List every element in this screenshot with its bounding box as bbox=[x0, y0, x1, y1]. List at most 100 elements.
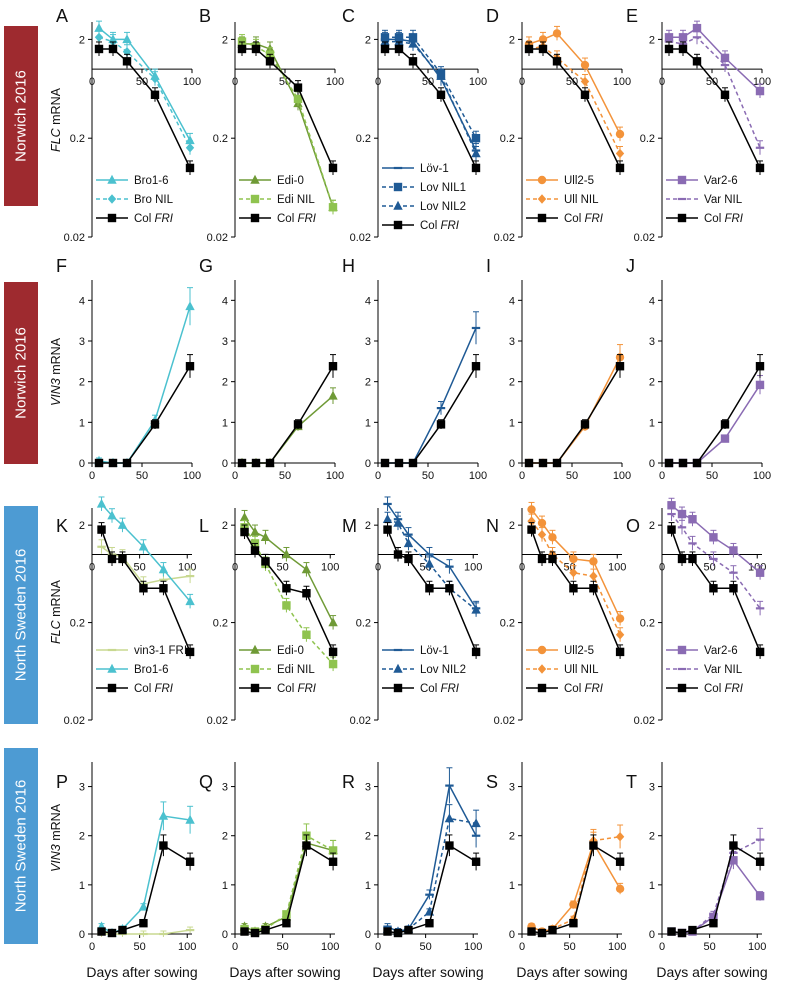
data-point bbox=[436, 70, 446, 80]
data-point bbox=[471, 647, 481, 657]
data-point bbox=[302, 589, 311, 598]
legend: Ull2-5 Ull NIL Col FRI bbox=[526, 645, 604, 695]
y-tick-label: 1 bbox=[222, 880, 228, 892]
series-col-fri bbox=[237, 354, 338, 468]
legend-label: Col FRI bbox=[704, 683, 744, 695]
y-tick-label: 0.02 bbox=[494, 232, 515, 244]
legend: Löv-1 Lov NIL2 Col FRI bbox=[382, 645, 466, 695]
data-point bbox=[580, 420, 590, 429]
series-l-v-1 bbox=[380, 311, 481, 466]
series-ull2-5 bbox=[524, 344, 625, 468]
panel-H: H 0 1 2 3 4 0 50 100 bbox=[342, 256, 487, 482]
series-col-fri bbox=[94, 354, 195, 468]
data-point bbox=[667, 501, 676, 510]
y-axis-label-unit: mRNA bbox=[49, 579, 63, 620]
x-tick-label: 100 bbox=[748, 941, 766, 953]
series-col-fri bbox=[524, 41, 625, 175]
data-point bbox=[527, 525, 536, 534]
data-point bbox=[328, 846, 338, 855]
x-tick-label: 0 bbox=[89, 561, 95, 573]
series-line bbox=[387, 783, 477, 933]
data-point bbox=[678, 44, 688, 54]
series-var2-6 bbox=[664, 375, 765, 468]
data-point bbox=[408, 458, 418, 468]
data-point bbox=[677, 509, 687, 519]
x-tick-label: 0 bbox=[659, 76, 665, 88]
data-point bbox=[524, 458, 534, 468]
legend-label-base: Col bbox=[704, 683, 724, 695]
x-tick-label: 50 bbox=[276, 941, 288, 953]
data-point bbox=[755, 647, 765, 657]
legend: Edi-0 Edi NIL Col FRI bbox=[239, 174, 317, 225]
legend-label: Col FRI bbox=[564, 213, 604, 225]
data-point bbox=[94, 44, 104, 54]
data-point bbox=[445, 584, 454, 593]
y-tick-label: 0 bbox=[222, 458, 228, 470]
panel-letter: B bbox=[199, 6, 211, 26]
series-line bbox=[242, 365, 334, 464]
data-point bbox=[524, 44, 534, 54]
data-point bbox=[380, 44, 390, 54]
panel-letter: L bbox=[199, 516, 209, 536]
y-tick-label: 2 bbox=[222, 831, 228, 843]
y-tick-label: 3 bbox=[509, 336, 515, 348]
data-point bbox=[251, 44, 261, 54]
legend-label: Bro NIL bbox=[134, 194, 174, 206]
y-tick-label: 0 bbox=[365, 929, 371, 941]
data-point bbox=[250, 664, 260, 674]
y-tick-label: 4 bbox=[365, 295, 371, 307]
legend-label: Lov NIL1 bbox=[420, 182, 466, 194]
series-edi-0 bbox=[237, 387, 338, 467]
data-point bbox=[664, 458, 674, 468]
series-edi-0 bbox=[237, 36, 338, 215]
series-col-fri bbox=[524, 354, 625, 468]
series-line bbox=[386, 503, 477, 609]
data-point bbox=[692, 458, 702, 468]
data-point bbox=[425, 584, 434, 593]
x-tick-label: 50 bbox=[136, 76, 148, 88]
data-point bbox=[185, 814, 195, 824]
y-tick-label: 3 bbox=[509, 782, 515, 794]
data-point bbox=[408, 38, 418, 48]
y-tick-label: 2 bbox=[509, 520, 515, 532]
x-tick-label: 50 bbox=[133, 561, 145, 573]
data-point bbox=[471, 148, 481, 158]
data-point bbox=[240, 927, 249, 936]
data-point bbox=[282, 584, 291, 593]
y-tick-label: 3 bbox=[222, 782, 228, 794]
data-point bbox=[250, 546, 260, 555]
row-band-label: North Sweden 2016 bbox=[13, 780, 30, 913]
data-point bbox=[293, 83, 303, 92]
data-point bbox=[677, 645, 687, 655]
legend-label: Ull NIL bbox=[564, 194, 599, 206]
data-point bbox=[436, 420, 446, 429]
y-tick-label: 0.2 bbox=[70, 618, 85, 630]
x-tick-label: 100 bbox=[321, 561, 339, 573]
data-point bbox=[394, 36, 404, 46]
data-point bbox=[185, 647, 195, 657]
panel-D: D 0.02 0.2 2 0 50 100 Ull2-5 Ull NIL Col FRI bbox=[486, 6, 631, 244]
series-col-fri bbox=[97, 522, 195, 659]
y-tick-label: 2 bbox=[365, 831, 371, 843]
y-axis-label-gene: VIN3 bbox=[49, 844, 63, 872]
x-tick-label: 0 bbox=[659, 470, 665, 482]
data-point bbox=[569, 554, 578, 564]
data-point bbox=[404, 925, 413, 935]
y-tick-label: 1 bbox=[79, 880, 85, 892]
y-tick-label: 2 bbox=[79, 831, 85, 843]
data-point bbox=[185, 143, 195, 153]
y-axis-label-unit: mRNA bbox=[49, 87, 63, 128]
data-point bbox=[615, 163, 625, 173]
panel-letter: K bbox=[56, 516, 68, 536]
panel-G: G 0 1 2 3 4 0 50 100 bbox=[199, 256, 344, 482]
y-tick-label: 3 bbox=[222, 336, 228, 348]
x-tick-label: 0 bbox=[659, 561, 665, 573]
x-axis-label: Days after sowing bbox=[229, 964, 340, 980]
x-tick-label: 50 bbox=[563, 941, 575, 953]
data-point bbox=[383, 927, 392, 936]
data-point bbox=[328, 647, 338, 657]
data-point bbox=[615, 884, 625, 893]
series-line bbox=[100, 529, 191, 653]
y-axis-label: VIN3 mRNA bbox=[49, 803, 63, 872]
data-point bbox=[589, 571, 598, 581]
